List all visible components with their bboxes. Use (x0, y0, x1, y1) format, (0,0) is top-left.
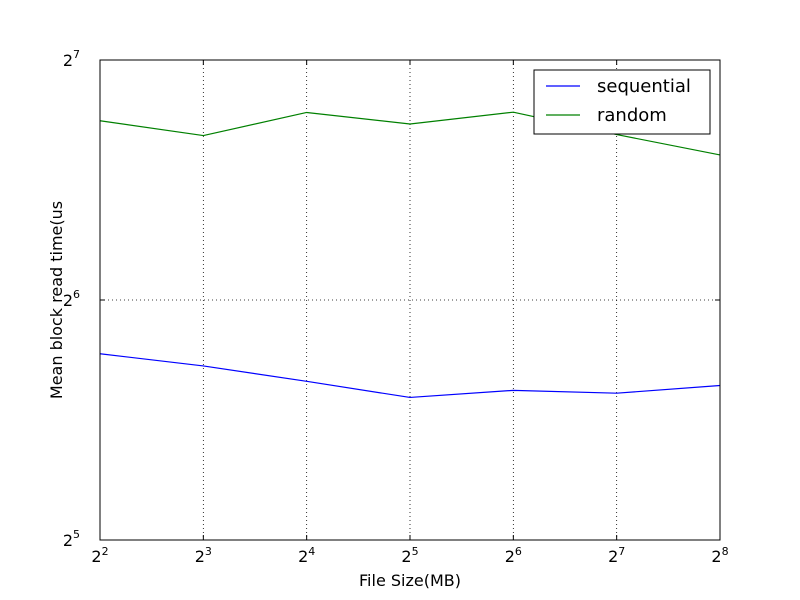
y-tick-label: 25 (63, 528, 80, 550)
series-line-random (99, 111, 721, 156)
axis-ticks (99, 59, 721, 541)
y-tick-label: 27 (63, 48, 80, 70)
y-axis-label: Mean block read time(us (47, 201, 66, 399)
x-tick-label: 23 (195, 545, 212, 566)
x-tick-base: 2 (195, 547, 205, 566)
y-tick-exponent: 5 (73, 528, 80, 541)
x-tick-label: 22 (91, 545, 108, 566)
y-tick-base: 2 (63, 531, 73, 550)
x-tick-base: 2 (298, 547, 308, 566)
x-tick-base: 2 (91, 547, 101, 566)
x-tick-label: 27 (608, 545, 625, 566)
x-tick-label: 26 (505, 545, 522, 566)
x-tick-base: 2 (401, 547, 411, 566)
x-tick-base: 2 (505, 547, 515, 566)
y-tick-base: 2 (63, 51, 73, 70)
y-tick-base: 2 (63, 291, 73, 310)
y-tick-exponent: 6 (73, 288, 80, 301)
x-tick-exponent: 7 (618, 545, 625, 558)
x-tick-exponent: 3 (205, 545, 212, 558)
x-tick-exponent: 5 (412, 545, 419, 558)
x-tick-label: 24 (298, 545, 315, 566)
y-tick-exponent: 7 (73, 48, 80, 61)
x-tick-exponent: 8 (722, 545, 729, 558)
x-axis-label: File Size(MB) (359, 571, 461, 590)
x-tick-label: 28 (711, 545, 728, 566)
x-tick-exponent: 6 (515, 545, 522, 558)
x-tick-base: 2 (608, 547, 618, 566)
x-tick-label: 25 (401, 545, 418, 566)
legend-label-sequential: sequential (597, 76, 691, 97)
x-tick-exponent: 2 (102, 545, 109, 558)
series-line-sequential (99, 353, 721, 399)
x-tick-exponent: 4 (308, 545, 315, 558)
series-lines (99, 111, 721, 399)
x-tick-base: 2 (711, 547, 721, 566)
legend: sequential random (533, 69, 711, 135)
legend-label-random: random (597, 105, 667, 126)
y-tick-label: 26 (63, 288, 80, 310)
grid-lines (100, 60, 720, 540)
legend-box (533, 69, 711, 135)
